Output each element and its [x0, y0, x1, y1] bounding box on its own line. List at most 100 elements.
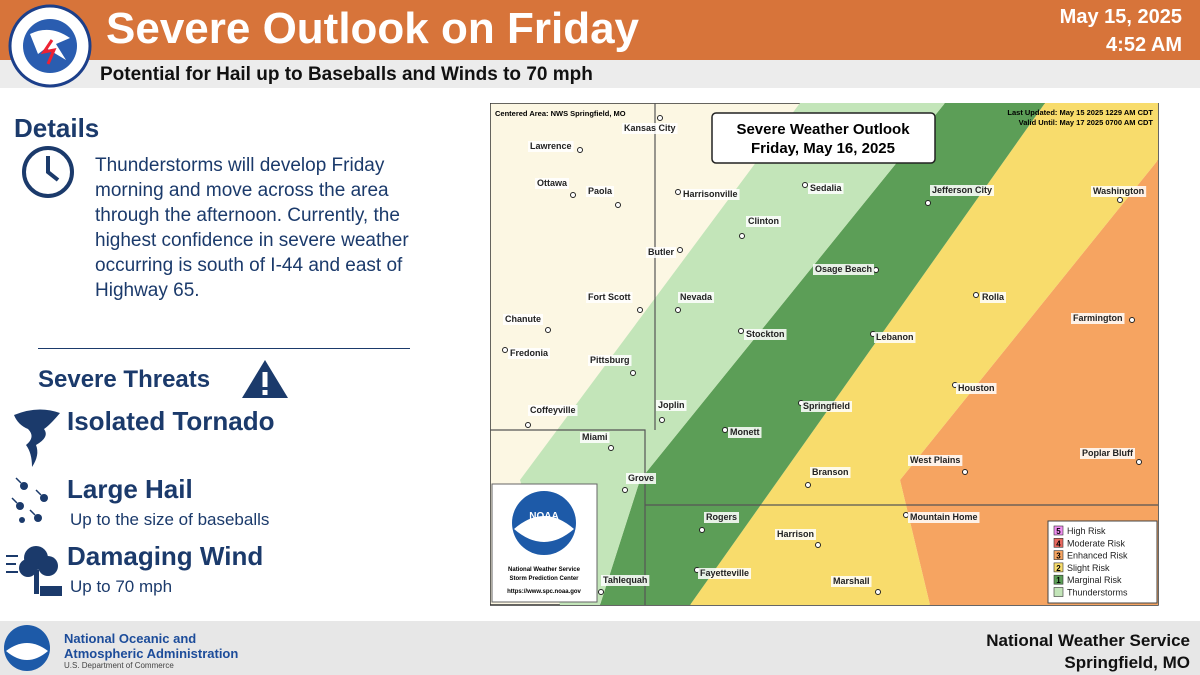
risk-area	[900, 160, 1158, 605]
city-dot	[622, 487, 628, 493]
city-label: Farmington	[1073, 313, 1123, 323]
city-label: Miami	[582, 432, 608, 442]
legend-number: 4	[1056, 539, 1061, 548]
city-label-bg	[728, 427, 762, 438]
city-label-bg	[908, 512, 980, 523]
legend-label: Marginal Risk	[1067, 575, 1122, 585]
city-label: Fayetteville	[700, 568, 749, 578]
city-label-bg	[503, 314, 543, 325]
city-dot	[973, 292, 979, 298]
legend-number: 2	[1056, 564, 1061, 573]
city-label-bg	[508, 348, 551, 359]
city-dot	[598, 589, 604, 595]
legend-label: High Risk	[1067, 526, 1106, 536]
map-date: Friday, May 16, 2025	[751, 140, 895, 157]
city-dot	[875, 589, 881, 595]
city-label: Branson	[812, 467, 849, 477]
wind-icon	[6, 546, 62, 596]
city-label: Stockton	[746, 329, 785, 339]
city-dot	[873, 267, 879, 273]
city-label-bg	[698, 568, 752, 579]
hail-icon	[11, 477, 48, 523]
legend-label: Slight Risk	[1067, 563, 1110, 573]
city-label-bg	[746, 216, 781, 227]
city-label-bg	[956, 383, 997, 394]
city-label: Paola	[588, 186, 613, 196]
city-label-bg	[586, 186, 615, 197]
city-label-bg	[678, 292, 715, 303]
city-dot	[962, 469, 968, 475]
legend-label: Moderate Risk	[1067, 538, 1126, 548]
city-dot	[738, 328, 744, 334]
city-label: Tahlequah	[603, 575, 647, 585]
nws-logo	[8, 4, 92, 88]
city-dot	[675, 307, 681, 313]
legend-number: 3	[1056, 552, 1061, 561]
noaa-footer-logo	[4, 625, 50, 671]
noaa-text: NOAA	[529, 511, 558, 522]
threats-heading: Severe Threats	[38, 366, 211, 393]
city-label-bg	[810, 467, 851, 478]
city-label: Harrison	[777, 529, 814, 539]
city-label: Houston	[958, 383, 995, 393]
map-title-box	[711, 112, 936, 164]
office-name: National Weather Service	[986, 631, 1190, 650]
city-label: Washington	[1093, 186, 1144, 196]
legend-label: Enhanced Risk	[1067, 551, 1128, 561]
subtitle-bar	[0, 60, 1200, 88]
city-label-bg	[580, 432, 610, 443]
clock-icon	[22, 146, 74, 198]
city-dot	[675, 189, 681, 195]
city-dot	[1136, 459, 1142, 465]
city-label-bg	[775, 529, 817, 540]
city-label: Lawrence	[530, 141, 572, 151]
city-dot	[637, 307, 643, 313]
city-label-bg	[704, 512, 740, 523]
risk-area	[600, 103, 1045, 605]
threat-name: Isolated Tornado	[67, 406, 275, 436]
city-label-bg	[1080, 448, 1135, 459]
city-label: Nevada	[680, 292, 713, 302]
city-label-bg	[528, 141, 574, 152]
border	[490, 103, 1158, 605]
city-label-bg	[646, 247, 677, 258]
legend-label: Thunderstorms	[1067, 588, 1128, 598]
city-dot	[502, 347, 508, 353]
city-dot	[1117, 197, 1123, 203]
outlook-map: Kansas City Lawrence Ottawa Paola Harrisonvi…	[490, 103, 1159, 606]
city-label: West Plains	[910, 455, 960, 465]
city-label: Pittsburg	[590, 355, 630, 365]
city-label: Butler	[648, 247, 675, 257]
city-label: Jefferson City	[932, 185, 992, 195]
city-dot	[525, 422, 531, 428]
city-label: Osage Beach	[815, 264, 872, 274]
risk-area	[690, 103, 1158, 605]
city-label: Ottawa	[537, 178, 568, 188]
city-dot	[925, 200, 931, 206]
city-dot	[1129, 317, 1135, 323]
city-label-bg	[656, 400, 687, 411]
threat-name: Damaging Wind	[67, 541, 264, 571]
legend-swatch	[1053, 525, 1064, 536]
city-label: Joplin	[658, 400, 685, 410]
legend-number: 1	[1056, 576, 1061, 585]
tornado-icon	[14, 409, 60, 467]
legend-swatch	[1053, 562, 1064, 573]
city-dot	[699, 527, 705, 533]
city-label: Springfield	[803, 401, 850, 411]
subtitle: Potential for Hail up to Baseballs and W…	[100, 64, 593, 85]
city-dot	[739, 233, 745, 239]
credit-line: Storm Prediction Center	[509, 576, 579, 582]
city-label-bg	[1071, 313, 1125, 324]
city-dot	[659, 417, 665, 423]
legend-swatch	[1053, 574, 1064, 585]
city-label-bg	[1091, 186, 1147, 197]
city-label: Marshall	[833, 576, 870, 586]
city-label-bg	[586, 292, 633, 303]
footer-bar	[0, 621, 1200, 675]
city-dot	[815, 542, 821, 548]
legend-swatch	[1053, 550, 1064, 560]
city-label-bg	[801, 401, 852, 412]
header-bar	[0, 0, 1200, 60]
city-label: Monett	[730, 427, 760, 437]
